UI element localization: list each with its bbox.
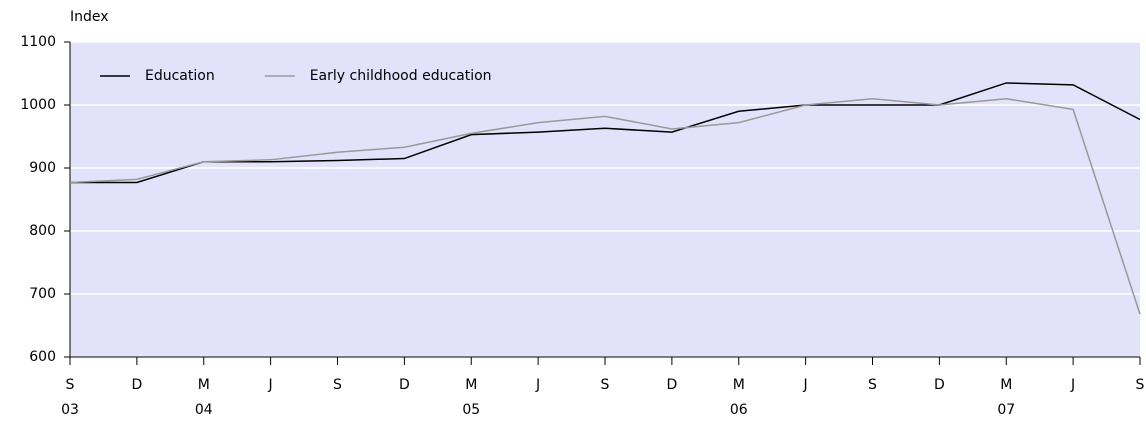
x-year-label: 03 (61, 402, 79, 418)
line (69, 97, 1141, 315)
x-tick-label: S (868, 377, 877, 393)
x-tick-label: J (803, 377, 808, 393)
y-tick-label: 1000 (20, 97, 56, 113)
legend-label: Early childhood education (310, 68, 492, 84)
x-tick-label: D (399, 377, 410, 393)
x-tick-label: J (1070, 377, 1075, 393)
x-tick-label: S (333, 377, 342, 393)
x-tick-label: S (66, 377, 75, 393)
x-tick-label: S (601, 377, 610, 393)
x-tick-label: M (198, 377, 210, 393)
line (70, 82, 1141, 184)
x-tick-label: J (535, 377, 540, 393)
y-axis-label: Index (70, 9, 109, 25)
x-year-label: 04 (195, 402, 213, 418)
x-year-label: 06 (730, 402, 748, 418)
y-tick-label: 700 (29, 286, 56, 302)
x-year-label: 05 (462, 402, 480, 418)
x-tick-label: D (131, 377, 142, 393)
y-tick-label: 800 (29, 223, 56, 239)
x-tick-label: J (268, 377, 273, 393)
x-tick-label: M (733, 377, 745, 393)
plot-area (70, 42, 1140, 357)
x-tick-label: D (934, 377, 945, 393)
y-tick-label: 600 (29, 349, 56, 365)
x-year-label: 07 (997, 402, 1015, 418)
x-tick-label: M (465, 377, 477, 393)
legend-label: Education (145, 68, 215, 84)
x-tick-label: M (1000, 377, 1012, 393)
y-tick-label: 900 (29, 160, 56, 176)
x-tick-label: D (666, 377, 677, 393)
y-tick-label: 1100 (20, 34, 56, 50)
x-tick-label: S (1136, 377, 1145, 393)
